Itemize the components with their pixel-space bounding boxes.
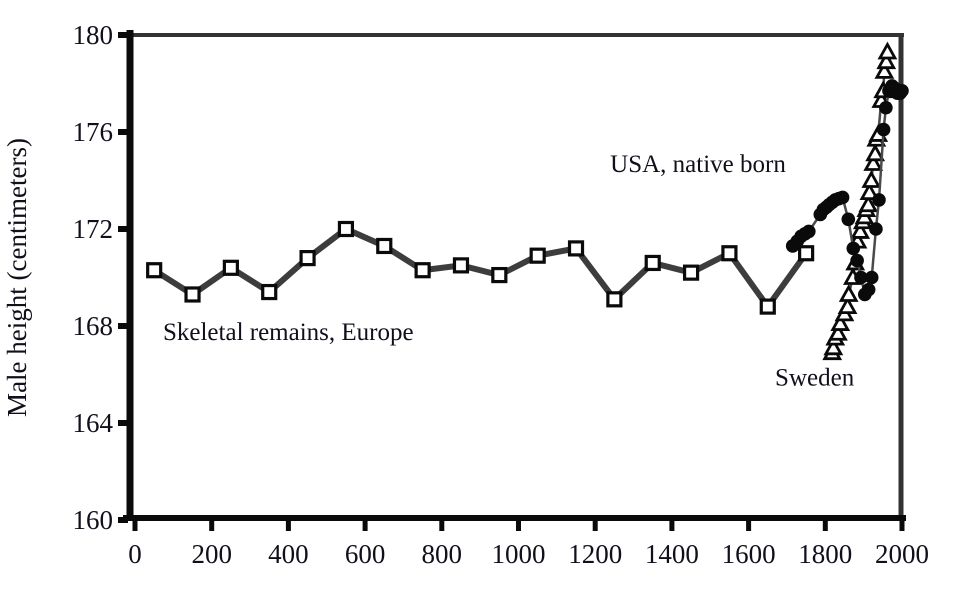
data-point-skeletal-square [567, 240, 585, 257]
x-tick-label: 400 [268, 539, 309, 569]
y-tick-label: 172 [73, 214, 114, 244]
data-point-sweden-triangle [838, 284, 859, 302]
data-point-skeletal-square [337, 220, 355, 238]
data-point-skeletal-square [606, 291, 623, 308]
data-point-sweden-triangle [828, 322, 848, 341]
y-tick-label: 180 [73, 20, 114, 50]
data-point-skeletal-square [222, 259, 239, 276]
annotation-sweden-label: Sweden [775, 364, 855, 391]
data-point-sweden-triangle [877, 41, 898, 60]
x-tick-label: 1800 [798, 539, 852, 569]
data-point-sweden-triangle [823, 337, 844, 356]
x-tick-label: 1000 [492, 539, 546, 569]
annotation-usa-label: USA, native born [610, 151, 786, 178]
y-tick-label: 164 [73, 408, 114, 438]
x-tick-label: 800 [422, 539, 463, 569]
data-point-usa-circle [854, 270, 868, 285]
x-tick-label: 600 [345, 539, 386, 569]
data-point-skeletal-square [759, 298, 776, 315]
data-point-skeletal-square [376, 237, 393, 255]
series-line-skeletal [152, 225, 809, 312]
data-point-usa-circle [846, 241, 861, 256]
x-tick-label: 1400 [645, 539, 699, 569]
data-point-usa-circle [864, 270, 879, 285]
data-point-skeletal-square [299, 250, 316, 267]
x-tick-label: 200 [191, 539, 232, 569]
data-point-skeletal-square [644, 254, 661, 272]
data-point-usa-circle [850, 253, 864, 268]
data-point-skeletal-square [798, 245, 815, 262]
data-point-sweden-triangle [861, 170, 882, 188]
data-point-sweden-triangle [850, 221, 871, 239]
data-point-sweden-triangle [865, 143, 886, 162]
data-point-skeletal-square [261, 283, 278, 301]
data-point-usa-circle [869, 222, 883, 236]
x-tick-label: 1600 [722, 539, 776, 569]
data-point-skeletal-square [721, 245, 738, 262]
data-point-usa-circle [872, 193, 886, 207]
data-point-skeletal-square [184, 286, 201, 303]
data-point-usa-circle [879, 100, 893, 115]
data-point-skeletal-square [529, 247, 546, 264]
data-point-usa-circle [841, 212, 856, 227]
data-point-skeletal-square [491, 266, 508, 284]
data-point-skeletal-square [452, 257, 470, 274]
data-point-usa-circle [802, 224, 816, 239]
data-point-sweden-triangle [858, 194, 879, 213]
data-point-skeletal-square [414, 262, 431, 279]
data-point-usa-circle [895, 83, 909, 98]
y-tick-label: 176 [73, 117, 114, 147]
series-line-usa [791, 84, 903, 298]
data-point-usa-circle [835, 190, 850, 205]
data-point-sweden-triangle [837, 296, 858, 314]
data-point-sweden-triangle [859, 182, 880, 201]
data-point-sweden-triangle [876, 51, 897, 70]
x-tick-label: 0 [128, 539, 142, 569]
data-point-usa-circle [861, 282, 876, 297]
y-tick-label: 168 [73, 311, 114, 341]
data-point-skeletal-square [146, 262, 163, 279]
y-axis-title: Male height (centimeters) [2, 138, 32, 417]
data-point-sweden-triangle [830, 313, 851, 331]
data-point-sweden-triangle [874, 60, 895, 79]
x-tick-label: 2000 [875, 539, 929, 569]
annotation-skeletal-label: Skeletal remains, Europe [163, 319, 414, 346]
data-point-skeletal-square [682, 264, 700, 281]
y-tick-label: 160 [73, 505, 114, 535]
data-point-usa-circle [876, 122, 891, 137]
data-point-sweden-triangle [863, 153, 884, 171]
x-tick-label: 1200 [568, 539, 622, 569]
